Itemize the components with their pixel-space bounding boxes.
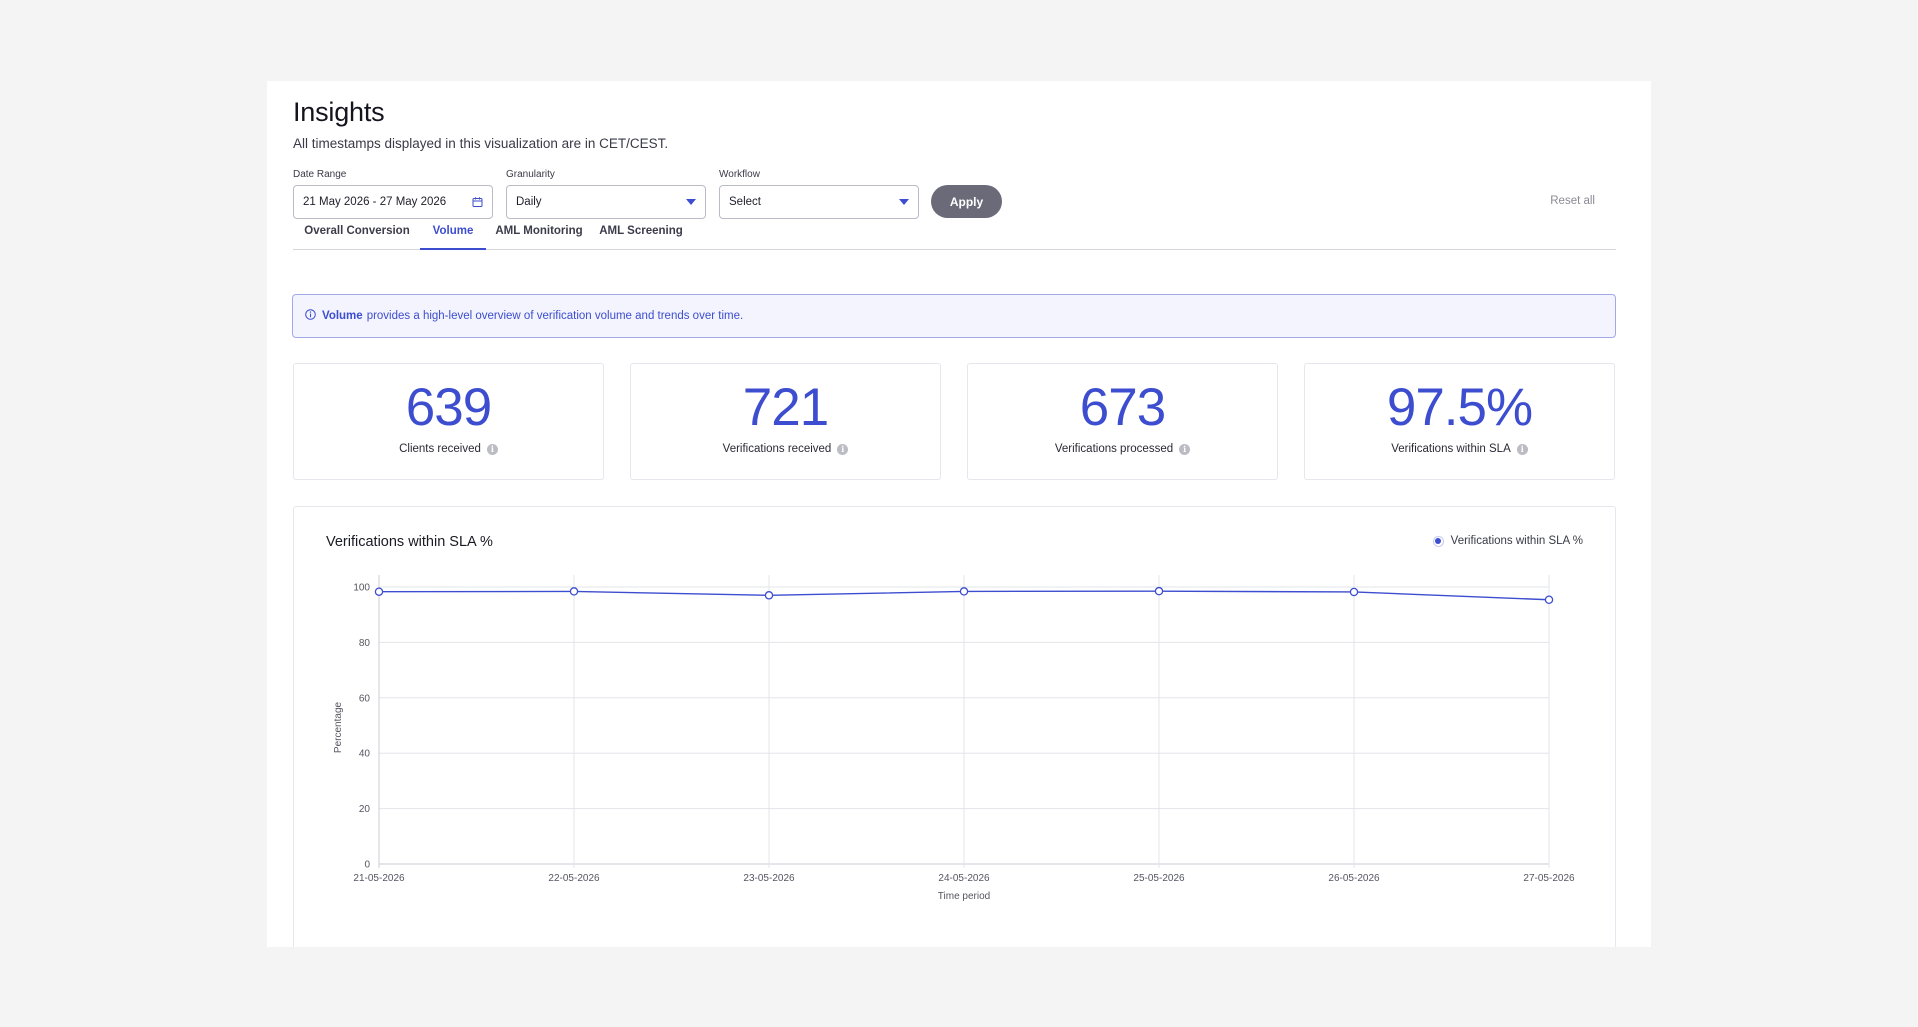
stat-value: 721 xyxy=(742,378,829,437)
stat-label-text: Clients received xyxy=(399,443,481,455)
date-range-input[interactable]: 21 May 2026 - 27 May 2026 xyxy=(293,185,493,219)
timezone-note: All timestamps displayed in this visuali… xyxy=(293,136,669,151)
x-tick-label: 23-05-2026 xyxy=(743,873,795,884)
tab-aml-screening[interactable]: AML Screening xyxy=(599,225,683,237)
x-tick-label: 26-05-2026 xyxy=(1328,873,1380,884)
info-icon[interactable]: i xyxy=(1179,443,1191,455)
x-tick-label: 22-05-2026 xyxy=(548,873,600,884)
y-tick-label: 80 xyxy=(359,638,371,649)
chart-title: Verifications within SLA % xyxy=(326,534,493,550)
data-point xyxy=(1349,587,1359,597)
data-point xyxy=(959,587,969,596)
apply-button[interactable]: Apply xyxy=(931,185,1002,218)
stat-label: Verifications received i xyxy=(631,443,940,455)
banner-text: provides a high-level overview of verifi… xyxy=(366,310,744,322)
tab-volume[interactable]: Volume xyxy=(420,224,486,250)
workflow-select[interactable]: Select xyxy=(719,185,919,219)
data-point xyxy=(1544,595,1554,604)
tab-overall-conversion[interactable]: Overall Conversion xyxy=(304,225,410,237)
stat-label: Verifications processed i xyxy=(968,443,1277,455)
caret-down-icon xyxy=(899,199,909,205)
stat-card-verifications-received: 721 Verifications received i xyxy=(630,363,941,480)
stat-value: 673 xyxy=(1079,378,1166,437)
y-tick-label: 60 xyxy=(359,693,371,704)
info-banner: Volume provides a high-level overview of… xyxy=(292,294,1616,338)
x-tick-label: 27-05-2026 xyxy=(1523,873,1575,884)
info-icon[interactable]: i xyxy=(486,443,498,455)
y-tick-label: 40 xyxy=(359,749,371,760)
stat-card-clients-received: 639 Clients received i xyxy=(293,363,604,480)
y-tick-label: 100 xyxy=(353,583,370,594)
caret-down-icon xyxy=(686,199,696,205)
stat-label-text: Verifications within SLA xyxy=(1391,443,1511,455)
data-point xyxy=(374,587,384,596)
stat-card-verifications-processed: 673 Verifications processed i xyxy=(967,363,1278,480)
data-point xyxy=(764,591,774,600)
page-title: Insights xyxy=(293,97,385,127)
y-axis-label: Percentage xyxy=(333,701,344,753)
stat-label-text: Verifications received xyxy=(722,443,832,455)
legend-label: Verifications within SLA % xyxy=(1450,535,1583,547)
date-range-label: Date Range xyxy=(293,169,347,180)
stat-label: Verifications within SLA i xyxy=(1305,443,1614,455)
chart-card: 0 20 40 60 80 100 21-05-2026 22-05-2026 23-05-20… xyxy=(293,506,1616,947)
stat-value: 639 xyxy=(405,378,492,437)
stat-label-text: Verifications processed xyxy=(1054,443,1174,455)
x-tick-label: 21-05-2026 xyxy=(353,873,405,884)
legend-marker xyxy=(1432,535,1444,547)
info-circle-icon xyxy=(305,309,316,323)
date-range-value: 21 May 2026 - 27 May 2026 xyxy=(303,196,447,208)
granularity-label: Granularity xyxy=(506,169,555,180)
info-icon[interactable]: i xyxy=(1516,443,1528,455)
granularity-value: Daily xyxy=(516,196,542,208)
stat-value: 97.5% xyxy=(1386,378,1533,437)
tab-bar: Overall Conversion Volume AML Monitoring… xyxy=(293,224,1616,250)
reset-all-button[interactable]: Reset all xyxy=(1550,195,1595,207)
insights-panel: Insights All timestamps displayed in thi… xyxy=(267,81,1651,947)
y-tick-label: 20 xyxy=(359,804,371,815)
workflow-value: Select xyxy=(729,196,761,208)
data-point xyxy=(1154,586,1164,596)
calendar-icon[interactable] xyxy=(472,197,483,208)
line-chart: 0 20 40 60 80 100 21-05-2026 22-05-2026 23-05-20… xyxy=(333,575,1575,902)
data-point xyxy=(569,587,579,596)
tab-aml-monitoring[interactable]: AML Monitoring xyxy=(495,225,583,237)
banner-bold-text: Volume xyxy=(322,310,363,322)
granularity-select[interactable]: Daily xyxy=(506,185,706,219)
workflow-label: Workflow xyxy=(719,169,760,180)
y-tick-label: 0 xyxy=(364,860,370,871)
info-icon[interactable]: i xyxy=(837,443,849,455)
x-tick-label: 24-05-2026 xyxy=(938,873,990,884)
x-axis-label: Time period xyxy=(938,891,990,902)
stat-card-verifications-within-sla: 97.5% Verifications within SLA i xyxy=(1304,363,1615,480)
chart-legend[interactable]: Verifications within SLA % xyxy=(1432,535,1583,547)
stat-label: Clients received i xyxy=(294,443,603,455)
x-tick-label: 25-05-2026 xyxy=(1133,873,1185,884)
